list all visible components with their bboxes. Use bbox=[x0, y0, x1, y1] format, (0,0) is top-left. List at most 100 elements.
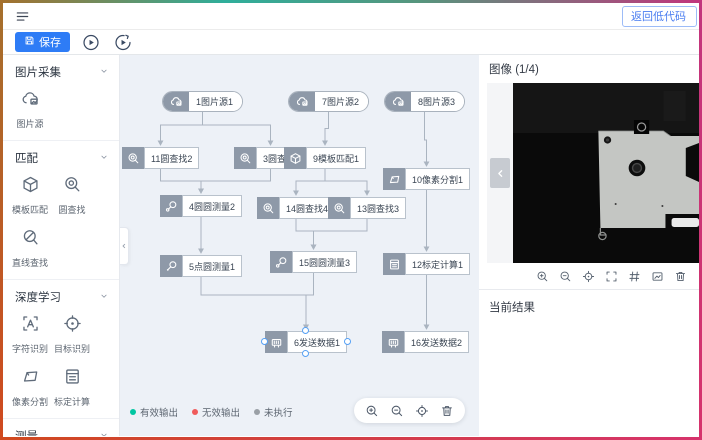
node-connect-handle[interactable] bbox=[261, 338, 268, 345]
trash-icon[interactable] bbox=[440, 404, 454, 418]
status-legend: 有效输出 无效输出 未执行 bbox=[130, 405, 293, 419]
section-title: 匹配 bbox=[15, 153, 38, 165]
cube-icon bbox=[21, 175, 40, 199]
chevron-down-icon[interactable] bbox=[99, 66, 109, 79]
toolbar: 保存 bbox=[3, 30, 699, 55]
flow-node-15[interactable]: 15圆圆测量3 bbox=[270, 251, 358, 273]
legend-label: 未执行 bbox=[264, 408, 293, 419]
node-connect-handle[interactable] bbox=[344, 338, 351, 345]
frame-border-top bbox=[0, 0, 702, 3]
tool-item-模板匹配[interactable]: 模板匹配 bbox=[12, 175, 48, 216]
image-counter-title: 图像 (1/4) bbox=[489, 64, 539, 76]
sidebar-collapse-handle[interactable] bbox=[120, 227, 129, 265]
node-label: 16发送数据2 bbox=[404, 331, 470, 353]
node-label: 10像素分割1 bbox=[405, 168, 471, 190]
flow-node-1[interactable]: 1图片源1 bbox=[162, 91, 244, 112]
node-label: 7图片源2 bbox=[315, 92, 369, 111]
target-icon bbox=[63, 314, 82, 338]
tool-label: 字符识别 bbox=[12, 344, 49, 354]
node-label: 8图片源3 bbox=[411, 92, 465, 111]
node-label: 4圆圆测量2 bbox=[182, 195, 243, 217]
measure-cc-icon bbox=[160, 195, 182, 217]
node-connect-handle[interactable] bbox=[302, 327, 309, 334]
run-button[interactable] bbox=[82, 33, 100, 51]
circle-search-icon bbox=[234, 147, 256, 169]
node-label: 12标定计算1 bbox=[405, 253, 471, 275]
flow-node-14[interactable]: 14圆查找4 bbox=[257, 197, 336, 219]
node-connect-handle[interactable] bbox=[302, 350, 309, 357]
legend-dot bbox=[130, 409, 136, 415]
section-title: 深度学习 bbox=[15, 292, 61, 304]
tool-label: 标定计算 bbox=[54, 397, 91, 407]
section-header[interactable]: 匹配 bbox=[15, 150, 109, 166]
chevron-down-icon[interactable] bbox=[99, 152, 109, 165]
zoom-in-icon[interactable] bbox=[365, 404, 379, 418]
flow-node-4[interactable]: 4圆圆测量2 bbox=[160, 195, 243, 217]
section-header[interactable]: 图片采集 bbox=[15, 64, 109, 80]
section-header[interactable]: 深度学习 bbox=[15, 289, 109, 305]
section-items: 图片源 bbox=[15, 89, 109, 130]
flow-node-10[interactable]: 10像素分割1 bbox=[383, 168, 471, 190]
tool-label: 图片源 bbox=[16, 119, 44, 129]
node-label: 1图片源1 bbox=[189, 92, 243, 111]
cloud-image-icon bbox=[21, 89, 40, 113]
tool-item-字符识别[interactable]: 字符识别 bbox=[12, 314, 49, 355]
flow-node-12[interactable]: 12标定计算1 bbox=[383, 253, 471, 275]
tool-item-圆查找[interactable]: 圆查找 bbox=[57, 175, 87, 216]
section-items: 模板匹配 圆查找直线查找 bbox=[12, 175, 109, 269]
locate-icon[interactable] bbox=[415, 404, 429, 418]
trash-icon[interactable] bbox=[674, 270, 687, 283]
tool-item-目标识别[interactable]: 目标识别 bbox=[54, 314, 90, 355]
prev-image-button[interactable] bbox=[490, 158, 510, 188]
measure-pc-icon bbox=[160, 255, 182, 277]
tool-label: 像素分割 bbox=[12, 397, 49, 407]
section-header[interactable]: 测量 bbox=[15, 428, 109, 436]
sidebar-section-1: 图片采集 图片源 bbox=[3, 55, 119, 141]
calc-icon bbox=[383, 253, 405, 275]
measure-cc-icon bbox=[270, 251, 292, 273]
legend-dot bbox=[192, 409, 199, 415]
cube-icon bbox=[284, 147, 306, 169]
fit-icon[interactable] bbox=[651, 270, 664, 283]
chevron-down-icon[interactable] bbox=[99, 430, 109, 436]
circle-search-icon bbox=[122, 147, 144, 169]
flow-canvas[interactable]: 有效输出 无效输出 未执行 1图片源1 7图片源2 8图片源3 11圆查找2 3圆查找1 9模… bbox=[120, 55, 479, 436]
legend-item: 无效输出 bbox=[192, 405, 240, 419]
sidebar-section-2: 匹配模板匹配 圆查找直线查找 bbox=[3, 141, 119, 280]
flow-node-9[interactable]: 9模板匹配1 bbox=[284, 147, 367, 169]
canvas-toolbar bbox=[354, 398, 465, 423]
zoom-out-icon[interactable] bbox=[559, 270, 572, 283]
image-viewer bbox=[487, 83, 699, 263]
tool-label: 直线查找 bbox=[12, 258, 49, 268]
flow-node-13[interactable]: 13圆查找3 bbox=[328, 197, 407, 219]
save-button[interactable]: 保存 bbox=[15, 32, 70, 52]
current-result-title: 当前结果 bbox=[479, 289, 699, 324]
node-label: 11圆查找2 bbox=[144, 147, 200, 169]
node-label: 14圆查找4 bbox=[279, 197, 336, 219]
node-label: 15圆圆测量3 bbox=[292, 251, 358, 273]
tool-label: 圆查找 bbox=[58, 205, 86, 215]
back-to-lowcode-button[interactable]: 返回低代码 bbox=[622, 5, 697, 27]
flow-node-6[interactable]: 6发送数据1 bbox=[261, 327, 351, 357]
grid-icon[interactable] bbox=[628, 270, 641, 283]
flow-node-11[interactable]: 11圆查找2 bbox=[122, 147, 200, 169]
zoom-out-icon[interactable] bbox=[390, 404, 404, 418]
menu-icon[interactable] bbox=[13, 7, 31, 25]
flow-node-16[interactable]: 16发送数据2 bbox=[382, 331, 470, 353]
fullscreen-icon[interactable] bbox=[605, 270, 618, 283]
flow-node-5[interactable]: 5点圆测量1 bbox=[160, 255, 243, 277]
locate-icon[interactable] bbox=[582, 270, 595, 283]
flow-node-7[interactable]: 7图片源2 bbox=[288, 91, 370, 112]
sidebar-section-3: 深度学习字符识别 目标识别像素分割 标定计算 bbox=[3, 280, 119, 419]
sidebar-section-4: 测量圆圆测量点圆测量点点测量 bbox=[3, 419, 119, 436]
flow-node-8[interactable]: 8图片源3 bbox=[384, 91, 466, 112]
tool-item-直线查找[interactable]: 直线查找 bbox=[12, 228, 49, 269]
chevron-down-icon[interactable] bbox=[99, 291, 109, 304]
tool-item-标定计算[interactable]: 标定计算 bbox=[54, 367, 91, 408]
tool-item-图片源[interactable]: 图片源 bbox=[15, 89, 45, 130]
tool-item-像素分割[interactable]: 像素分割 bbox=[12, 367, 49, 408]
zoom-in-icon[interactable] bbox=[536, 270, 549, 283]
legend-label: 有效输出 bbox=[140, 408, 179, 419]
run-once-button[interactable] bbox=[114, 33, 132, 51]
